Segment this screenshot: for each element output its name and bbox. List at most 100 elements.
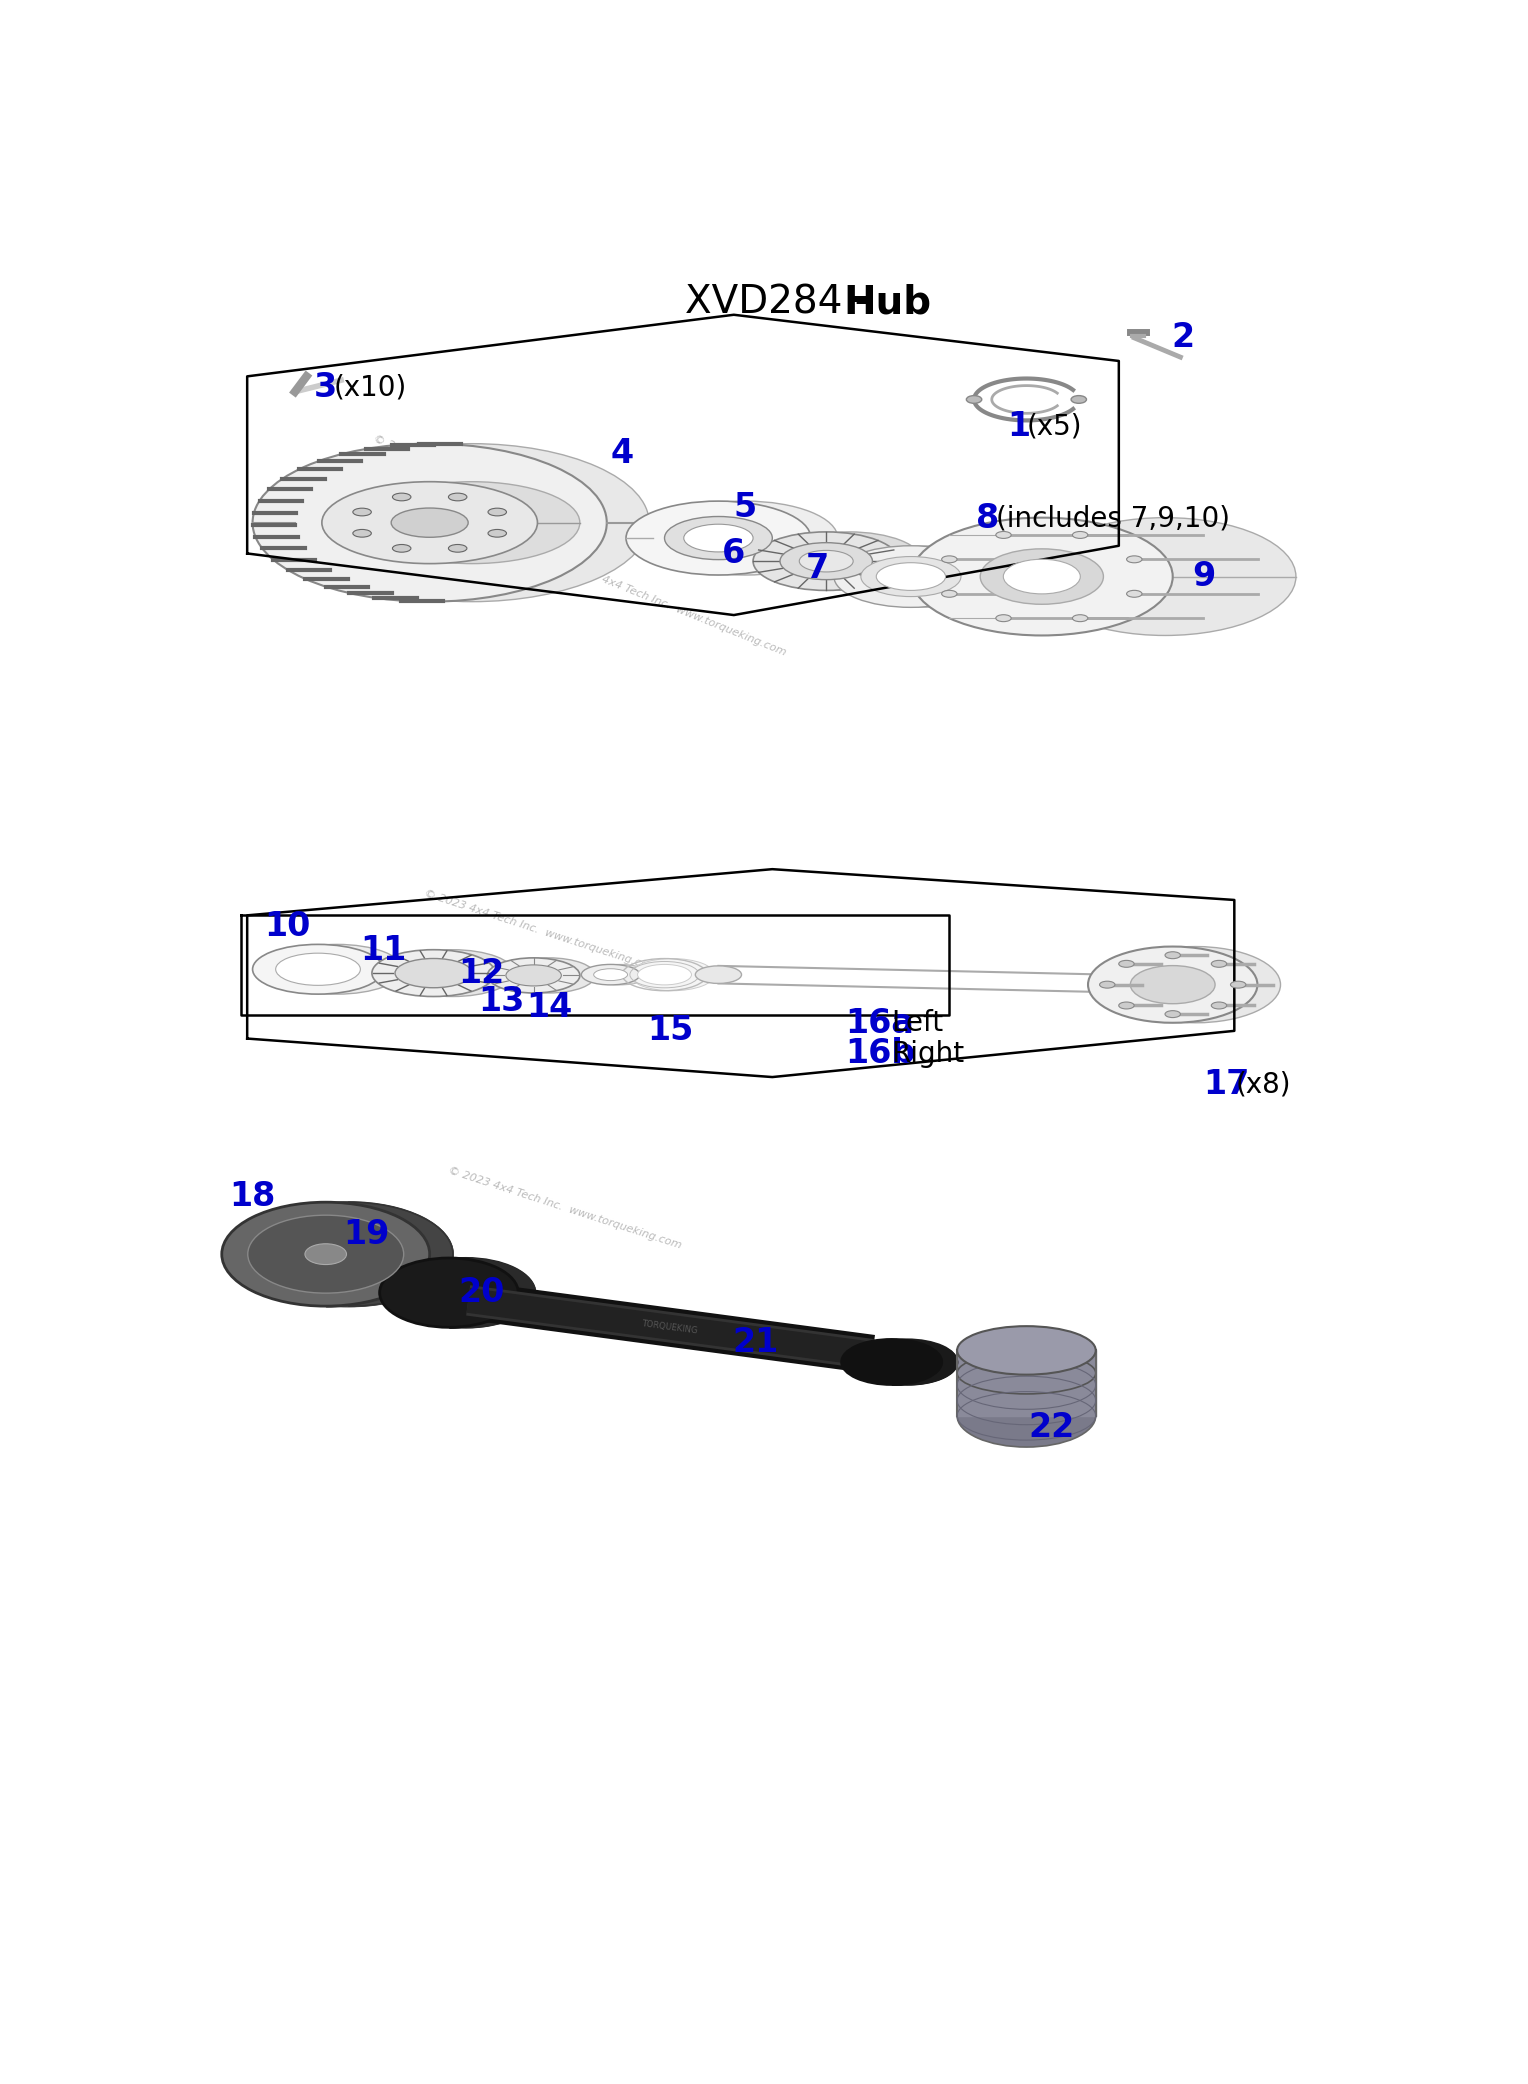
Ellipse shape [1111,946,1280,1023]
Ellipse shape [506,965,561,986]
Text: XVD284 -: XVD284 - [685,283,882,321]
Ellipse shape [842,1340,941,1384]
Ellipse shape [397,1259,535,1328]
Text: Left: Left [891,1009,943,1038]
Ellipse shape [391,950,515,996]
Ellipse shape [1073,531,1088,538]
Ellipse shape [581,965,640,986]
Ellipse shape [1034,517,1296,636]
Ellipse shape [637,965,692,986]
Ellipse shape [396,959,472,988]
Text: (x10): (x10) [333,373,406,402]
Text: © 2023 4x4 Tech Inc.  www.torqueking.com: © 2023 4x4 Tech Inc. www.torqueking.com [556,556,787,659]
Text: 6: 6 [723,538,746,569]
Ellipse shape [850,546,1004,606]
Ellipse shape [957,1325,1096,1375]
Ellipse shape [364,481,579,563]
Ellipse shape [379,1259,518,1328]
Ellipse shape [1212,1002,1227,1009]
Text: 16a: 16a [845,1007,914,1040]
Text: 10: 10 [264,911,310,944]
Text: (x8): (x8) [1236,1071,1291,1098]
Ellipse shape [957,1384,1096,1446]
Ellipse shape [1164,1011,1181,1017]
Text: TORQUEKING: TORQUEKING [642,1319,698,1336]
Ellipse shape [996,531,1012,538]
Text: 22: 22 [1028,1411,1074,1444]
Ellipse shape [1004,559,1080,594]
Text: 13: 13 [478,986,524,1019]
Text: 11: 11 [361,934,406,967]
Ellipse shape [1131,965,1215,1004]
Ellipse shape [448,494,468,500]
Ellipse shape [1126,590,1141,598]
Ellipse shape [1118,961,1134,967]
Ellipse shape [306,1244,347,1265]
Ellipse shape [252,944,384,994]
Ellipse shape [1073,615,1088,621]
Ellipse shape [941,556,957,563]
Ellipse shape [322,481,538,563]
Ellipse shape [1118,1002,1134,1009]
Text: 15: 15 [646,1015,694,1048]
Ellipse shape [393,494,411,500]
Ellipse shape [275,952,361,986]
Ellipse shape [248,1215,403,1294]
Text: © 2023 4x4 Tech Inc.  www.torqueking.com: © 2023 4x4 Tech Inc. www.torqueking.com [373,433,602,536]
Text: 21: 21 [732,1325,779,1359]
Ellipse shape [487,529,506,538]
Ellipse shape [594,969,628,982]
Ellipse shape [272,944,403,994]
Text: (includes 7,9,10): (includes 7,9,10) [996,504,1230,534]
Ellipse shape [295,444,649,602]
Ellipse shape [1100,982,1115,988]
Ellipse shape [630,959,715,990]
Ellipse shape [591,965,649,986]
Ellipse shape [665,517,772,561]
Text: 7: 7 [805,552,828,586]
Ellipse shape [353,508,371,517]
Ellipse shape [391,508,468,538]
Text: 5: 5 [733,490,756,523]
Ellipse shape [626,500,811,575]
Text: Hub: Hub [843,283,932,321]
Ellipse shape [860,556,961,596]
Text: 9: 9 [1192,561,1215,594]
Text: 8: 8 [976,502,999,536]
Ellipse shape [779,542,872,579]
Ellipse shape [1212,961,1227,967]
Text: 14: 14 [526,992,571,1023]
Ellipse shape [222,1202,429,1307]
Ellipse shape [876,563,946,590]
Ellipse shape [1071,396,1086,404]
Text: 1: 1 [1007,411,1030,444]
Text: 2: 2 [1170,321,1195,354]
Ellipse shape [911,517,1172,636]
Ellipse shape [244,1202,452,1307]
Ellipse shape [371,950,495,996]
Ellipse shape [1088,946,1258,1023]
Ellipse shape [695,965,741,984]
Ellipse shape [834,546,989,606]
Ellipse shape [448,544,468,552]
Text: (x5): (x5) [1027,413,1082,440]
Ellipse shape [393,544,411,552]
Ellipse shape [776,531,923,590]
Ellipse shape [652,500,837,575]
Ellipse shape [857,1340,957,1384]
Text: 3: 3 [315,371,338,404]
Ellipse shape [966,396,983,404]
Text: © 2023 4x4 Tech Inc.  www.torqueking.com: © 2023 4x4 Tech Inc. www.torqueking.com [423,888,659,973]
Ellipse shape [941,590,957,598]
Text: 19: 19 [344,1219,390,1250]
Ellipse shape [1164,952,1181,959]
Ellipse shape [252,444,607,602]
Text: © 2023 4x4 Tech Inc.  www.torqueking.com: © 2023 4x4 Tech Inc. www.torqueking.com [446,1165,683,1250]
Ellipse shape [487,508,506,517]
Ellipse shape [683,525,753,552]
Text: 4: 4 [611,438,634,469]
Ellipse shape [1230,982,1245,988]
Ellipse shape [996,615,1012,621]
Text: Right: Right [891,1040,964,1067]
Ellipse shape [353,529,371,538]
